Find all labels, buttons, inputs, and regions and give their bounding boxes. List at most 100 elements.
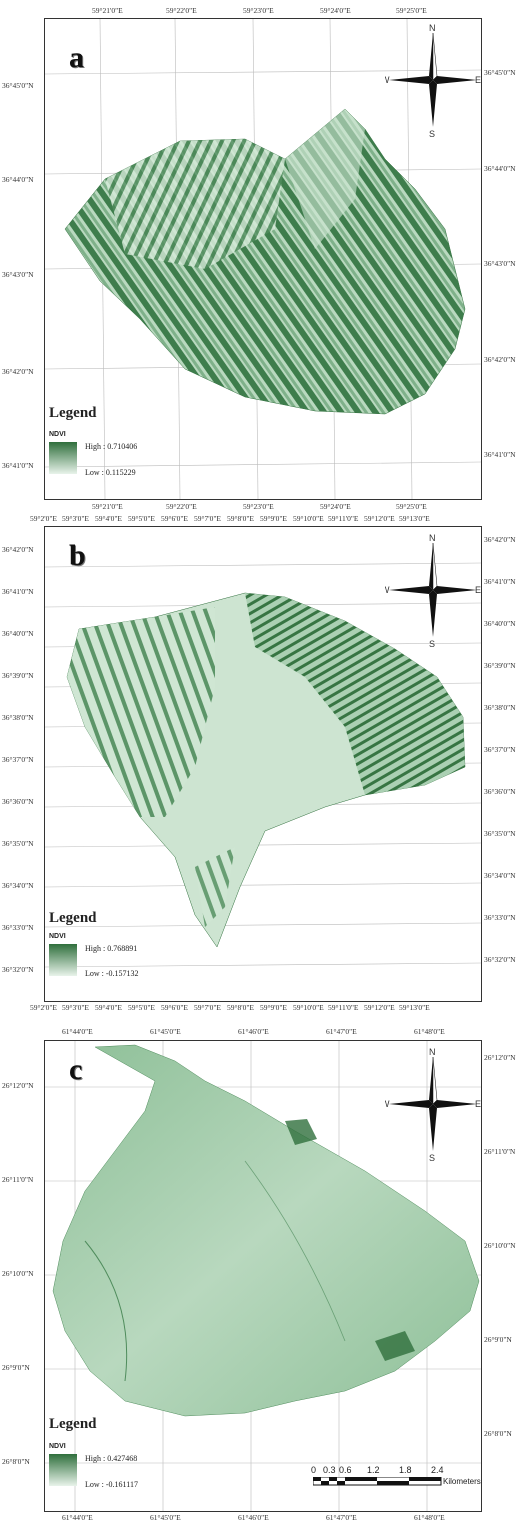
top-tick: 61°45'0"E (150, 1027, 181, 1036)
scale-unit: Kilometers (443, 1477, 481, 1486)
top-tick: 59°2'0"E (30, 514, 57, 523)
map-panel-a: 59°21'0"E 59°22'0"E 59°23'0"E 59°24'0"E … (0, 0, 516, 510)
bottom-tick: 59°24'0"E (320, 502, 351, 511)
legend-gradient (49, 442, 77, 474)
scale-bar: 0 0.3 0.6 1.2 1.8 2.4 Kilometers (311, 1465, 481, 1495)
right-tick: 36°40'0"N (484, 619, 516, 628)
compass-s: S (429, 639, 435, 649)
bottom-tick: 59°2'0"E (30, 1003, 57, 1012)
compass-n: N (429, 23, 436, 33)
legend-gradient (49, 944, 77, 976)
left-tick: 36°37'0"N (2, 755, 34, 764)
map-body (45, 19, 481, 499)
left-tick: 36°33'0"N (2, 923, 34, 932)
left-tick: 36°32'0"N (2, 965, 34, 974)
bottom-tick: 61°46'0"E (238, 1513, 269, 1522)
right-tick: 26°8'0"N (484, 1429, 512, 1438)
scale-label: 1.2 (367, 1465, 380, 1475)
compass-w: W (385, 1099, 390, 1109)
right-tick: 36°39'0"N (484, 661, 516, 670)
bottom-tick: 61°44'0"E (62, 1513, 93, 1522)
compass-w: W (385, 75, 390, 85)
top-tick: 59°4'0"E (95, 514, 122, 523)
map-body (45, 562, 481, 968)
top-tick: 59°25'0"E (396, 6, 427, 15)
compass-n: N (429, 533, 436, 543)
left-tick: 36°45'0"N (2, 81, 34, 90)
legend-layer: NDVI (49, 431, 66, 438)
compass-s: S (429, 1153, 435, 1163)
legend-high: High : 0.710406 (85, 442, 138, 451)
left-tick: 26°12'0"N (2, 1081, 34, 1090)
compass-n: N (429, 1047, 436, 1057)
left-tick: 36°41'0"N (2, 587, 34, 596)
bottom-tick: 59°8'0"E (227, 1003, 254, 1012)
top-tick: 59°22'0"E (166, 6, 197, 15)
left-tick: 36°44'0"N (2, 175, 34, 184)
right-tick: 36°41'0"N (484, 577, 516, 586)
legend-layer: NDVI (49, 1443, 66, 1450)
bottom-tick: 61°47'0"E (326, 1513, 357, 1522)
top-tick: 61°48'0"E (414, 1027, 445, 1036)
left-tick: 26°9'0"N (2, 1363, 30, 1372)
top-tick: 59°23'0"E (243, 6, 274, 15)
top-tick: 59°7'0"E (194, 514, 221, 523)
right-tick: 26°12'0"N (484, 1053, 516, 1062)
scale-label: 0.3 (323, 1465, 336, 1475)
left-tick: 36°39'0"N (2, 671, 34, 680)
map-frame: c N S W E Legend NDVI High : 0.427468 Lo… (44, 1040, 482, 1512)
legend-title: Legend (49, 405, 97, 421)
left-tick: 36°42'0"N (2, 545, 34, 554)
right-tick: 36°38'0"N (484, 703, 516, 712)
right-tick: 26°11'0"N (484, 1147, 516, 1156)
legend-title: Legend (49, 1416, 97, 1432)
panel-letter: b (69, 539, 86, 572)
left-tick: 26°11'0"N (2, 1175, 34, 1184)
bottom-tick: 61°45'0"E (150, 1513, 181, 1522)
top-tick: 59°24'0"E (320, 6, 351, 15)
scale-label: 2.4 (431, 1465, 444, 1475)
bottom-tick: 59°12'0"E (364, 1003, 395, 1012)
right-tick: 36°37'0"N (484, 745, 516, 754)
compass-e: E (475, 1099, 481, 1109)
bottom-tick: 59°7'0"E (194, 1003, 221, 1012)
study-area-c (52, 1044, 480, 1417)
scale-label: 1.8 (399, 1465, 412, 1475)
right-tick: 36°42'0"N (484, 535, 516, 544)
bottom-tick: 59°23'0"E (243, 502, 274, 511)
right-tick: 36°45'0"N (484, 68, 516, 77)
top-tick: 61°44'0"E (62, 1027, 93, 1036)
bottom-tick: 59°5'0"E (128, 1003, 155, 1012)
left-tick: 36°42'0"N (2, 367, 34, 376)
left-tick: 36°40'0"N (2, 629, 34, 638)
legend-low: Low : -0.161117 (85, 1480, 138, 1489)
bottom-tick: 59°9'0"E (260, 1003, 287, 1012)
panel-letter: a (69, 41, 84, 74)
top-tick: 59°9'0"E (260, 514, 287, 523)
left-tick: 36°35'0"N (2, 839, 34, 848)
left-tick: 36°41'0"N (2, 461, 34, 470)
panel-letter: c (69, 1053, 83, 1086)
top-tick: 59°8'0"E (227, 514, 254, 523)
right-tick: 26°9'0"N (484, 1335, 512, 1344)
legend-title: Legend (49, 910, 97, 926)
scale-label: 0 (311, 1465, 317, 1475)
map-panel-c: 61°44'0"E 61°45'0"E 61°46'0"E 61°47'0"E … (0, 1016, 516, 1529)
top-tick: 59°13'0"E (399, 514, 430, 523)
bottom-tick: 59°6'0"E (161, 1003, 188, 1012)
legend-layer: NDVI (49, 933, 66, 940)
bottom-tick: 59°13'0"E (399, 1003, 430, 1012)
top-tick: 61°46'0"E (238, 1027, 269, 1036)
map-panel-b: 59°2'0"E 59°3'0"E 59°4'0"E 59°5'0"E 59°6… (0, 512, 516, 1014)
legend-gradient (49, 1454, 77, 1486)
right-tick: 36°42'0"N (484, 355, 516, 364)
bottom-tick: 59°25'0"E (396, 502, 427, 511)
left-tick: 36°43'0"N (2, 270, 34, 279)
left-tick: 36°36'0"N (2, 797, 34, 806)
legend-low: Low : -0.157132 (85, 969, 139, 978)
right-tick: 26°10'0"N (484, 1241, 516, 1250)
bottom-tick: 59°22'0"E (166, 502, 197, 511)
left-tick: 26°8'0"N (2, 1457, 30, 1466)
top-tick: 59°3'0"E (62, 514, 89, 523)
bottom-tick: 59°10'0"E (293, 1003, 324, 1012)
